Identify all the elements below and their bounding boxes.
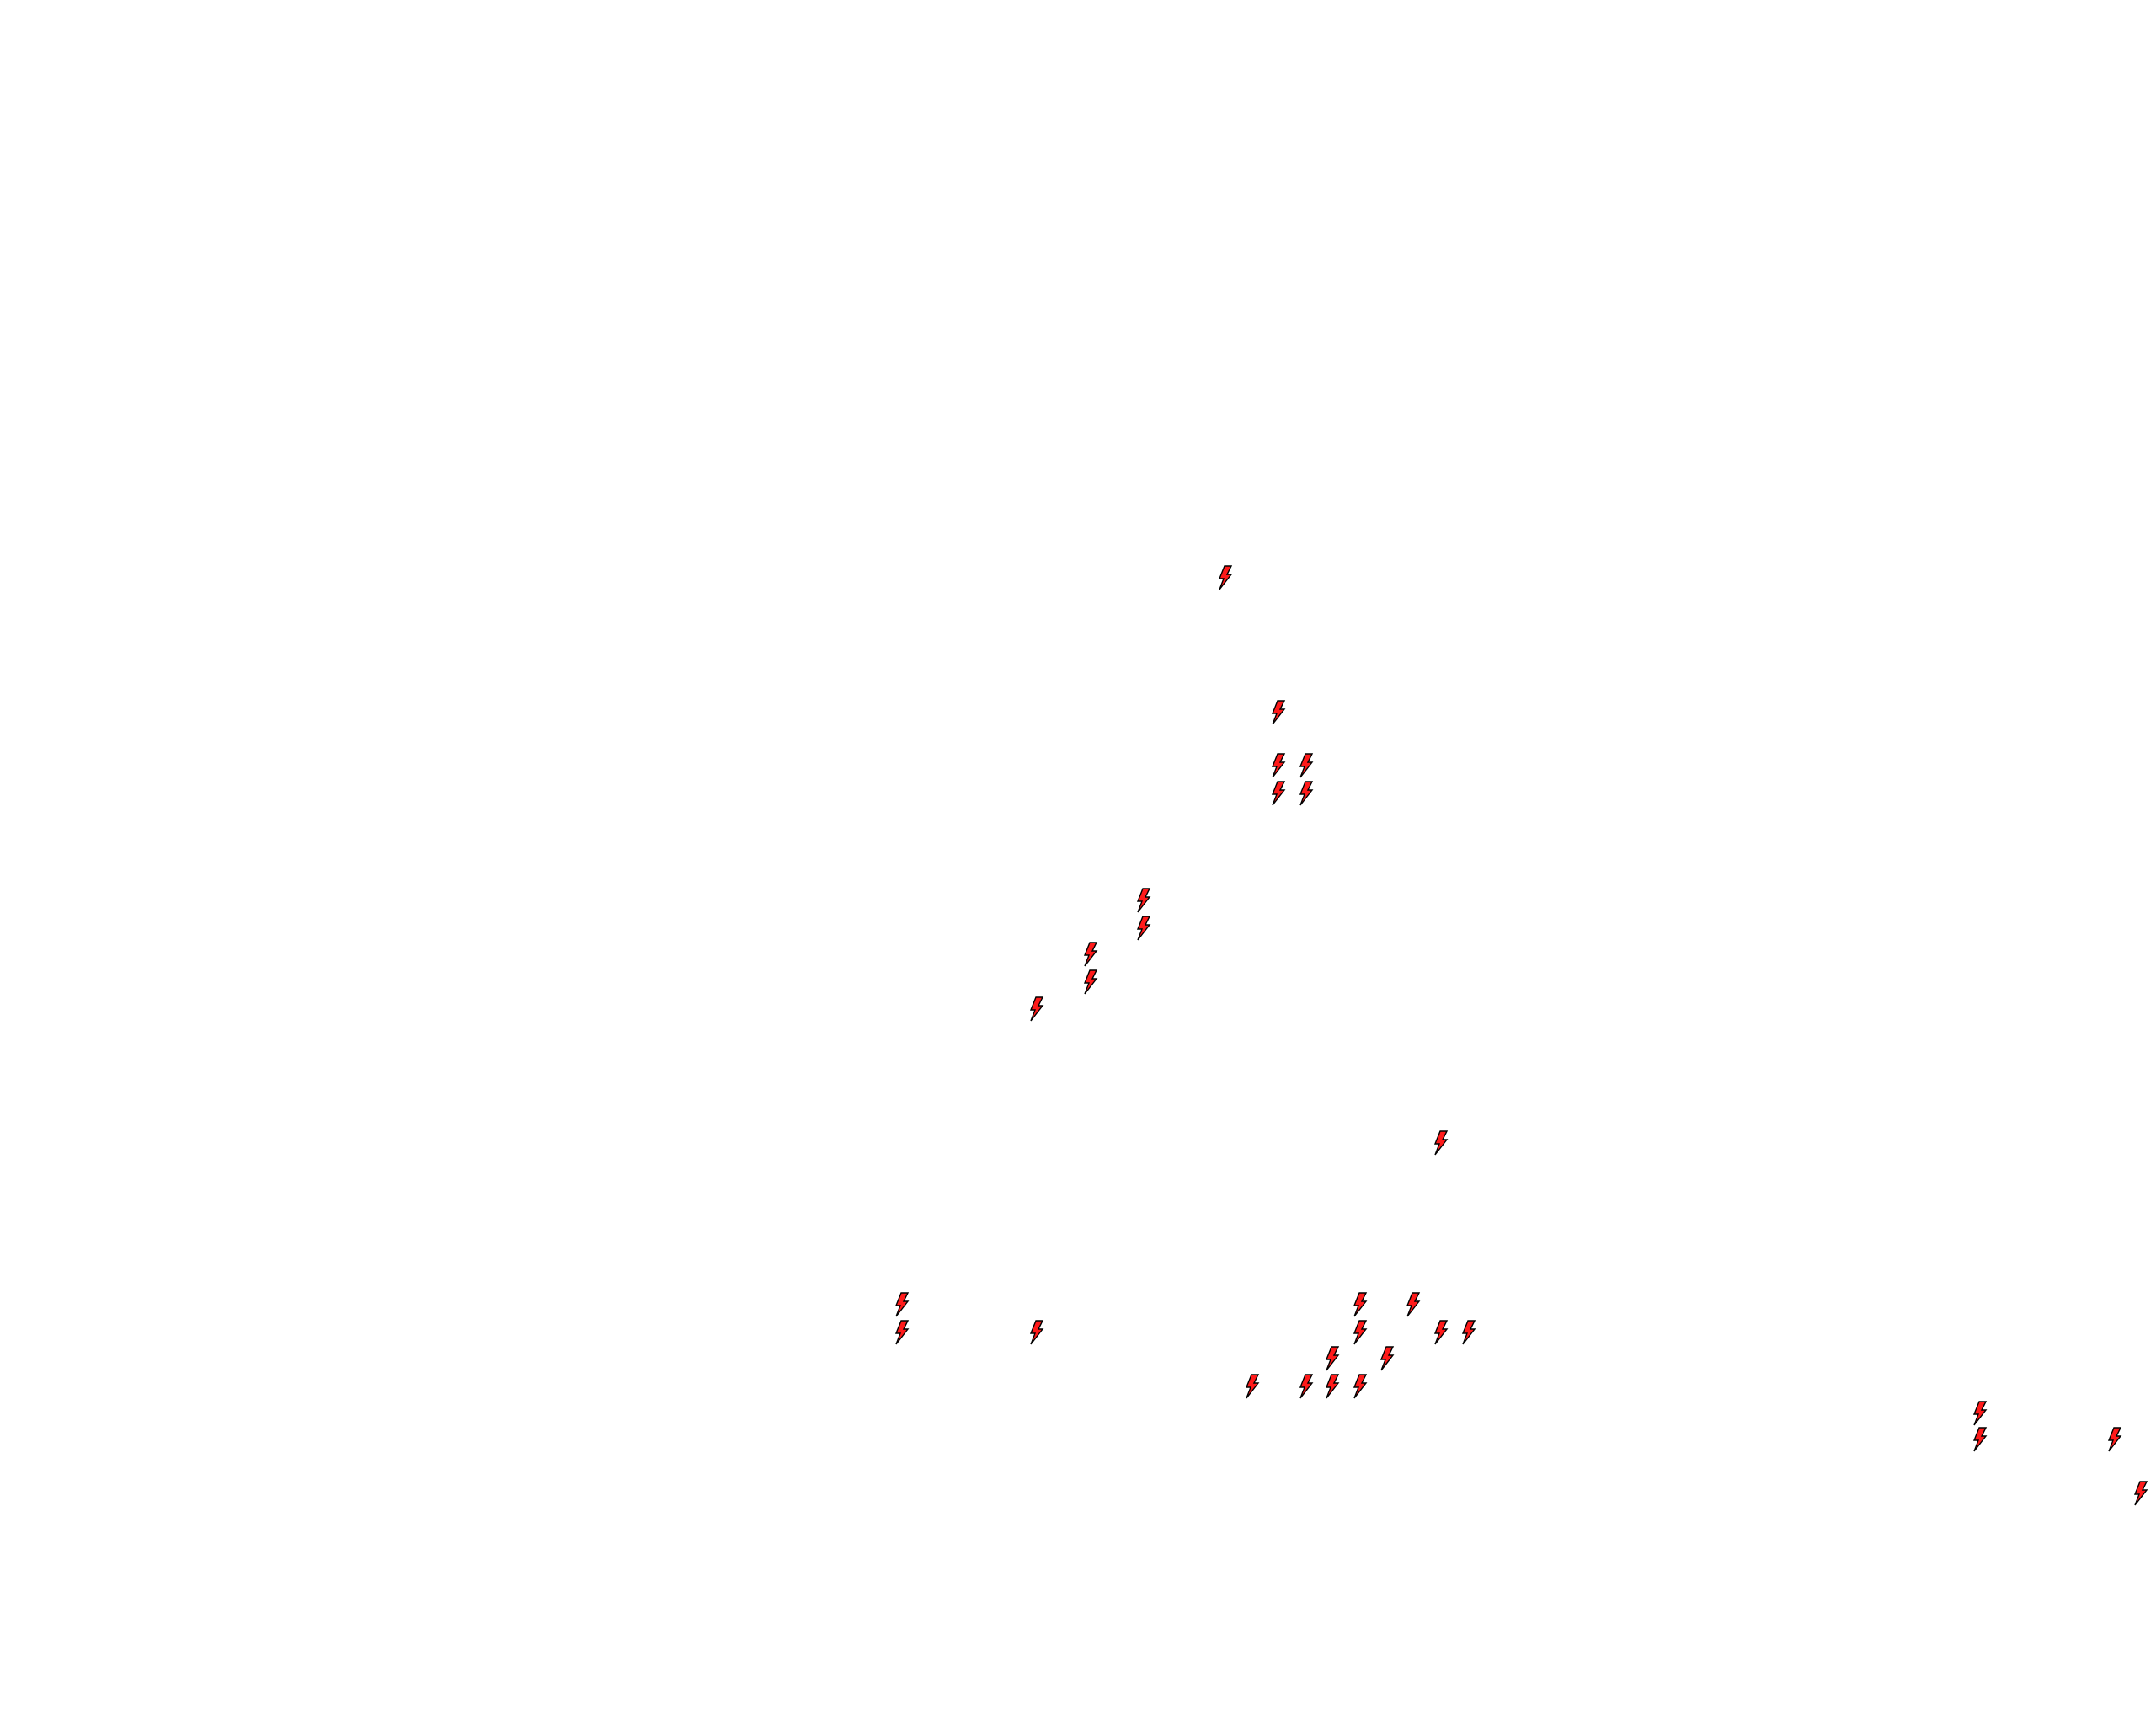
lightning-bolt-icon[interactable] (1352, 1292, 1369, 1317)
lightning-bolt-icon[interactable] (894, 1292, 910, 1317)
lightning-bolt-icon[interactable] (1082, 942, 1099, 967)
lightning-bolt-icon[interactable] (1298, 753, 1315, 778)
lightning-bolt-icon[interactable] (1324, 1374, 1341, 1399)
lightning-bolt-icon[interactable] (2132, 1481, 2149, 1506)
lightning-bolt-icon[interactable] (1028, 996, 1045, 1022)
lightning-bolt-icon[interactable] (1135, 916, 1152, 941)
lightning-bolt-icon[interactable] (1352, 1374, 1369, 1399)
lightning-bolt-icon[interactable] (1298, 781, 1315, 806)
lightning-bolt-icon[interactable] (1433, 1320, 1449, 1345)
lightning-bolt-icon[interactable] (1379, 1346, 1396, 1371)
lightning-bolt-icon[interactable] (2106, 1427, 2123, 1452)
lightning-bolt-icon[interactable] (1270, 781, 1287, 806)
lightning-bolt-icon[interactable] (1217, 565, 1234, 590)
lightning-bolt-icon[interactable] (894, 1320, 910, 1345)
lightning-bolt-icon[interactable] (1433, 1130, 1449, 1156)
lightning-bolt-icon[interactable] (1324, 1346, 1341, 1371)
lightning-bolt-icon[interactable] (1270, 700, 1287, 725)
lightning-bolt-icon[interactable] (1405, 1292, 1422, 1317)
lightning-bolt-icon[interactable] (1352, 1320, 1369, 1345)
lightning-bolt-icon[interactable] (1972, 1427, 1988, 1452)
lightning-bolt-icon[interactable] (1082, 969, 1099, 995)
lightning-bolt-icon[interactable] (1460, 1320, 1477, 1345)
lightning-bolt-icon[interactable] (1244, 1374, 1261, 1399)
lightning-bolt-icon[interactable] (1135, 888, 1152, 913)
lightning-bolt-icon[interactable] (1028, 1320, 1045, 1345)
lightning-bolt-icon[interactable] (1270, 753, 1287, 778)
lightning-bolt-icon[interactable] (1972, 1401, 1988, 1426)
lightning-bolt-icon[interactable] (1298, 1374, 1315, 1399)
